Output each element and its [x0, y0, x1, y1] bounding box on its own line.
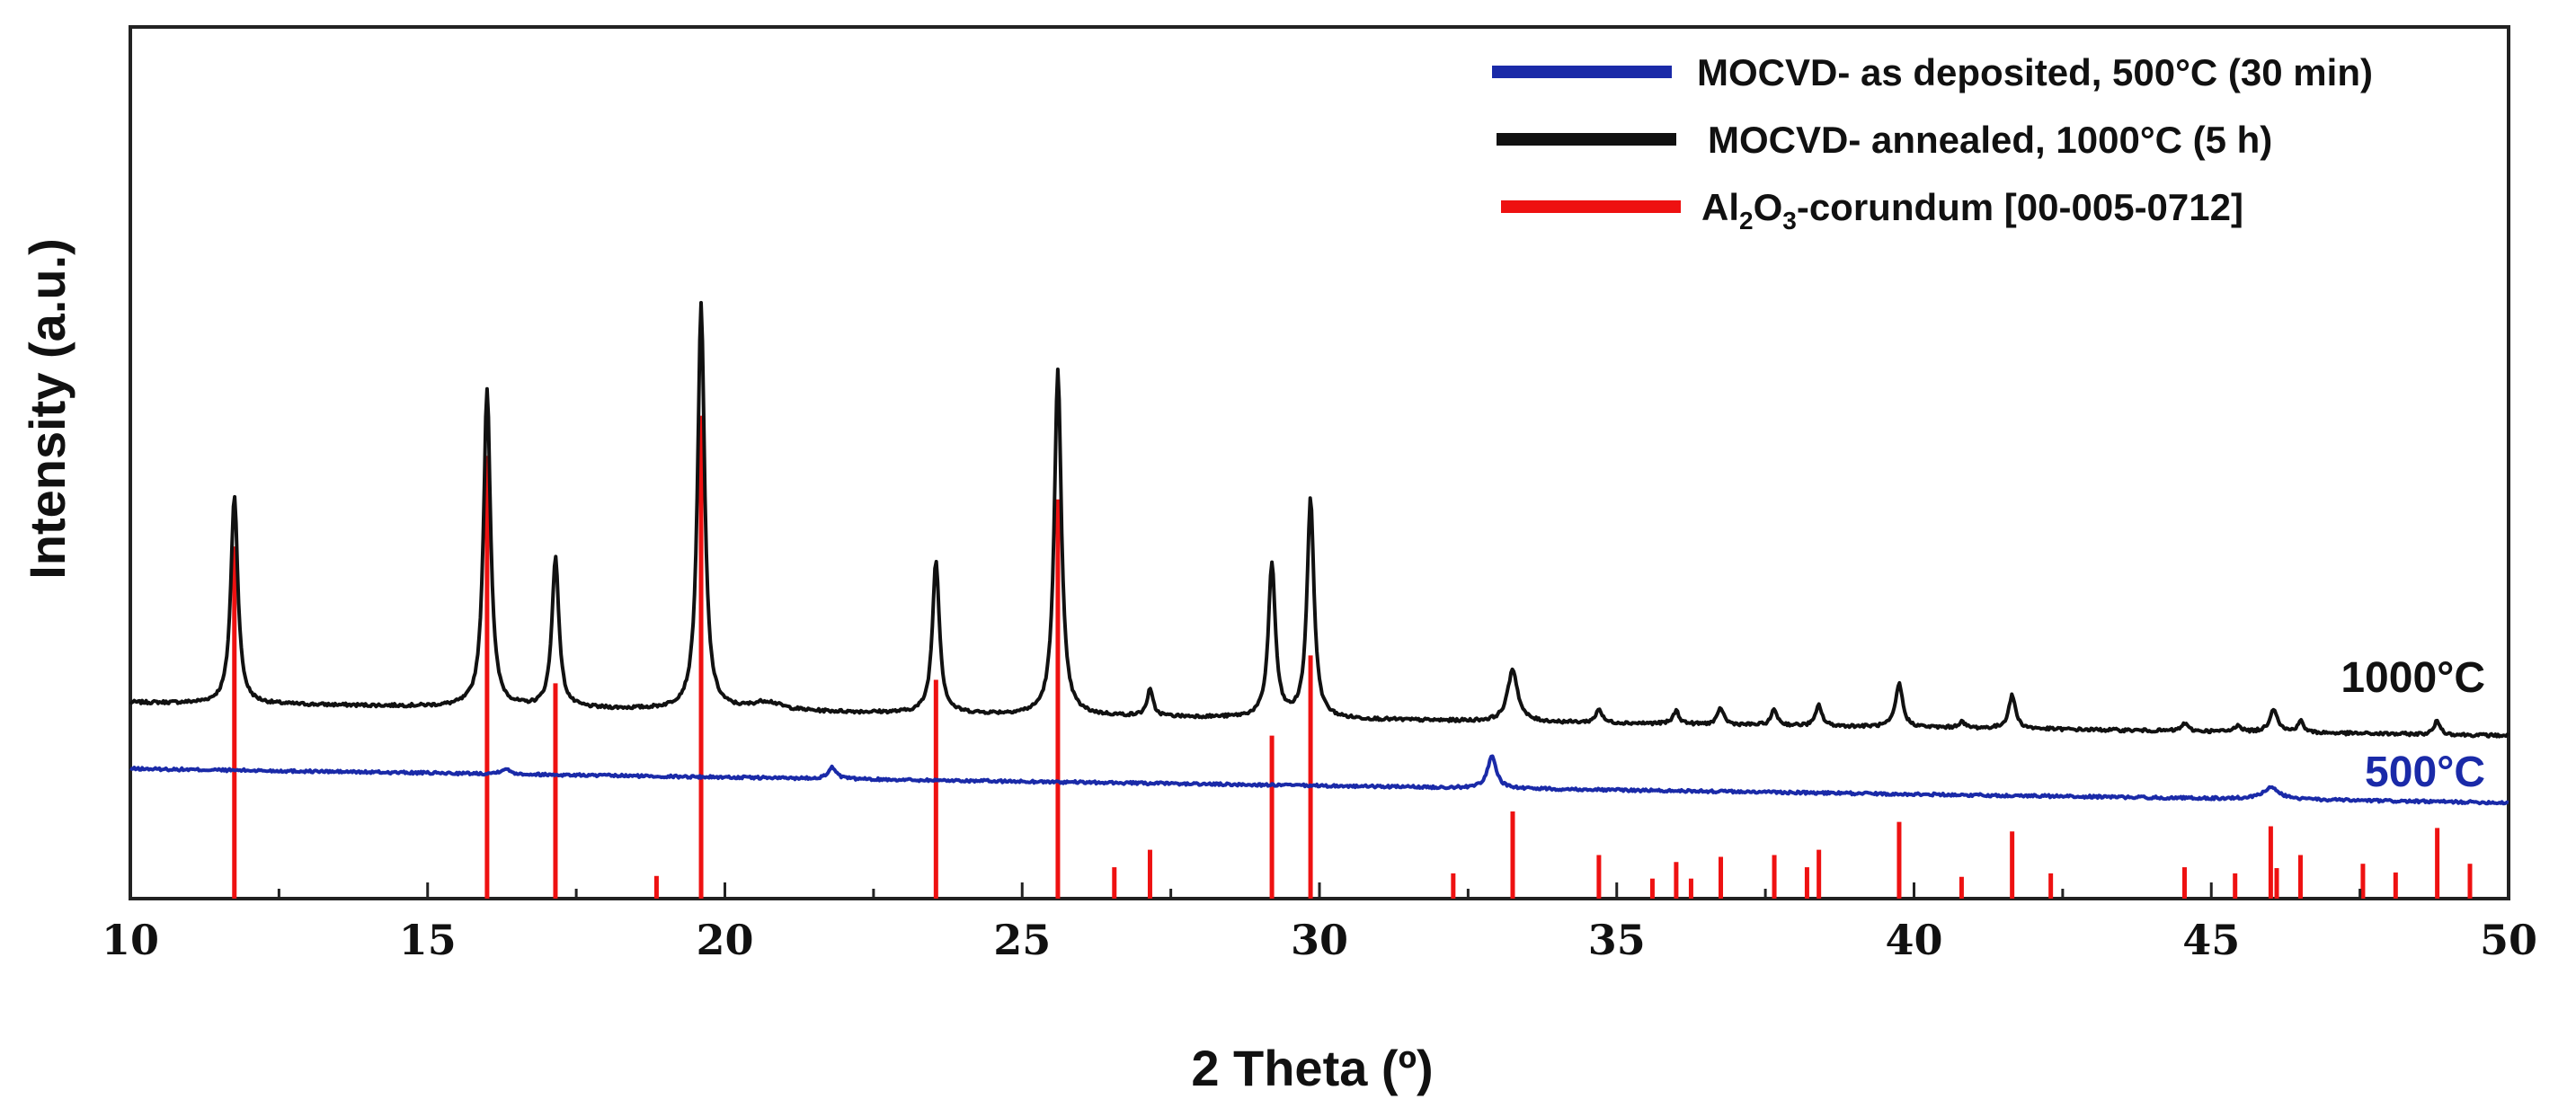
x-axis-tick-labels: 10 15 20 25 30 35 40 45 50: [102, 916, 2537, 964]
x-tick-label: 20: [696, 916, 753, 964]
series-label-1000c: 1000°C: [2341, 654, 2485, 702]
reference-sticks: [232, 415, 2473, 899]
x-axis-title: 2 Theta (º): [1191, 1040, 1433, 1096]
x-tick-label: 10: [102, 916, 159, 964]
x-tick-label: 35: [1588, 916, 1646, 964]
x-axis-ticks: [129, 882, 2510, 899]
legend: MOCVD- as deposited, 500°C (30 min) MOCV…: [1492, 51, 2373, 235]
legend-label-reference: Al2O3-corundum [00-005-0712]: [1701, 186, 2243, 235]
y-axis-title: Intensity (a.u.): [19, 238, 76, 580]
x-tick-label: 30: [1291, 916, 1348, 964]
legend-label-as-deposited: MOCVD- as deposited, 500°C (30 min): [1697, 51, 2373, 93]
x-tick-label: 40: [1885, 916, 1942, 964]
x-tick-label: 50: [2480, 916, 2537, 964]
x-tick-label: 15: [399, 916, 457, 964]
series-label-500c: 500°C: [2365, 749, 2485, 796]
x-tick-label: 45: [2182, 916, 2240, 964]
series-annealed-1000c: [129, 300, 2509, 739]
series-as-deposited-500c: [129, 754, 2509, 806]
x-tick-label: 25: [993, 916, 1051, 964]
legend-label-annealed: MOCVD- annealed, 1000°C (5 h): [1708, 119, 2272, 161]
